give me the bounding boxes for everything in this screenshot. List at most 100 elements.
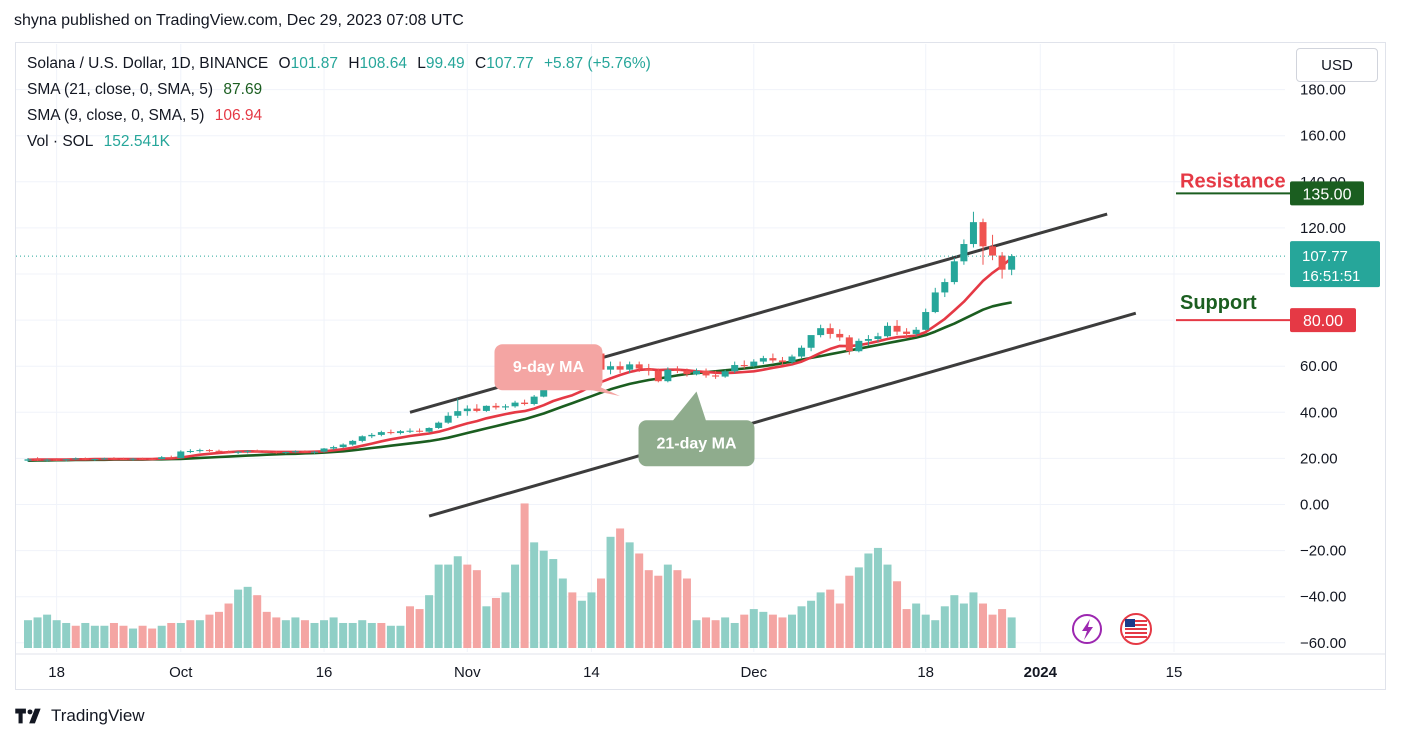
candle-body bbox=[826, 328, 834, 334]
volume-bar bbox=[654, 575, 663, 648]
x-tick-label: Oct bbox=[169, 664, 193, 681]
volume-bar bbox=[148, 628, 157, 648]
candle-body bbox=[129, 458, 137, 460]
candle-body bbox=[530, 396, 538, 405]
volume-bar bbox=[835, 603, 844, 648]
volume-bar bbox=[52, 620, 61, 648]
volume-bar bbox=[90, 625, 99, 648]
annotations: 9-day MA 21-day MA Resistance 135.00 Support… bbox=[494, 170, 1380, 645]
volume-bar bbox=[663, 564, 672, 648]
y-tick-label: 0.00 bbox=[1300, 497, 1329, 514]
volume-bar bbox=[167, 622, 176, 648]
candle-body bbox=[673, 369, 681, 371]
candle-body bbox=[425, 427, 433, 432]
volume-bar bbox=[921, 614, 930, 648]
candle-body bbox=[492, 405, 500, 408]
candle-body bbox=[845, 337, 853, 352]
volume-bar bbox=[262, 611, 271, 648]
candle-body bbox=[62, 459, 70, 461]
volume-bar bbox=[100, 625, 109, 648]
candle-body bbox=[616, 366, 624, 370]
lightning-icon-bolt bbox=[1082, 619, 1093, 640]
legend-volume[interactable]: Vol · SOL 152.541K bbox=[27, 133, 176, 151]
candle-body bbox=[645, 368, 653, 371]
volume-bar bbox=[339, 622, 348, 648]
candle-body bbox=[196, 450, 204, 452]
candle-body bbox=[120, 458, 127, 460]
volume-bar bbox=[845, 575, 854, 648]
candle-body bbox=[100, 458, 108, 460]
volume-bar bbox=[186, 620, 195, 648]
candle-body bbox=[607, 366, 615, 370]
candle-body bbox=[406, 430, 414, 432]
last-price-tag bbox=[1290, 241, 1380, 288]
candle-body bbox=[387, 432, 395, 434]
volume-bar bbox=[778, 617, 787, 648]
legend-high: 108.64 bbox=[359, 55, 407, 72]
candle-body bbox=[396, 431, 404, 434]
volume-bar bbox=[711, 620, 720, 648]
volume-bar bbox=[635, 553, 644, 648]
legend-low-label: L bbox=[417, 55, 426, 72]
y-tick-label: −40.00 bbox=[1300, 589, 1346, 606]
sma9-callout-box bbox=[494, 344, 603, 391]
legend-sma9[interactable]: SMA (9, close, 0, SMA, 5) 106.94 bbox=[27, 107, 268, 125]
volume-bar bbox=[33, 617, 42, 648]
volume-bar bbox=[482, 606, 491, 648]
candle-body bbox=[34, 459, 42, 461]
y-tick-label: −20.00 bbox=[1300, 543, 1346, 560]
volume-bar bbox=[291, 617, 300, 648]
y-tick-label: 60.00 bbox=[1300, 358, 1338, 375]
candle-body bbox=[864, 339, 872, 341]
y-axis: 180.00160.00140.00120.00100.0080.0060.00… bbox=[1300, 82, 1346, 652]
candle-body bbox=[788, 356, 796, 363]
candle-body bbox=[521, 402, 529, 405]
footer-brand[interactable]: TradingView bbox=[15, 706, 145, 726]
candle-body bbox=[950, 261, 958, 283]
volume-bar bbox=[224, 603, 233, 648]
legend-vol-value: 152.541K bbox=[103, 133, 171, 150]
y-tick-label: 40.00 bbox=[1300, 404, 1338, 421]
volume-bar bbox=[234, 589, 243, 648]
currency-button[interactable]: USD bbox=[1296, 48, 1378, 82]
candle-body bbox=[855, 340, 863, 352]
volume-bar bbox=[453, 556, 462, 648]
volume-bar bbox=[491, 597, 500, 648]
volume-bar bbox=[625, 542, 634, 648]
volume-bar bbox=[253, 595, 262, 648]
candle-body bbox=[234, 451, 242, 453]
volume-bar bbox=[367, 622, 376, 648]
candle-body bbox=[225, 451, 233, 453]
candle-body bbox=[989, 246, 997, 256]
y-tick-label: −60.00 bbox=[1300, 635, 1346, 652]
volume-bar bbox=[616, 528, 625, 648]
candle-body bbox=[186, 451, 194, 453]
volume-bar bbox=[740, 614, 749, 648]
volume-bar bbox=[386, 625, 395, 648]
volume-bar bbox=[109, 622, 118, 648]
volume-bar bbox=[501, 592, 510, 648]
candle-body bbox=[91, 459, 99, 461]
volume-bar bbox=[24, 620, 32, 648]
candle-body bbox=[282, 451, 290, 453]
volume-bar bbox=[472, 570, 481, 648]
x-tick-label: 18 bbox=[48, 664, 65, 681]
candle-body bbox=[931, 292, 939, 313]
flag-icon-stripe bbox=[1125, 632, 1147, 634]
legend-sma21[interactable]: SMA (21, close, 0, SMA, 5) 87.69 bbox=[27, 81, 268, 99]
candle-body bbox=[712, 375, 720, 377]
volume-bar bbox=[1007, 617, 1016, 648]
candle-body bbox=[435, 422, 443, 428]
flag-icon-stripe bbox=[1125, 628, 1147, 630]
candle-body bbox=[884, 325, 891, 337]
candle-body bbox=[893, 325, 901, 332]
volume-bar bbox=[883, 564, 892, 648]
volume-bar bbox=[434, 564, 443, 648]
candle-body bbox=[759, 358, 767, 362]
volume-bar bbox=[950, 595, 959, 648]
legend-vol-label: Vol · SOL bbox=[27, 133, 94, 150]
volume-bar bbox=[873, 547, 882, 648]
volume-bar bbox=[702, 617, 711, 648]
candle-body bbox=[874, 336, 882, 340]
